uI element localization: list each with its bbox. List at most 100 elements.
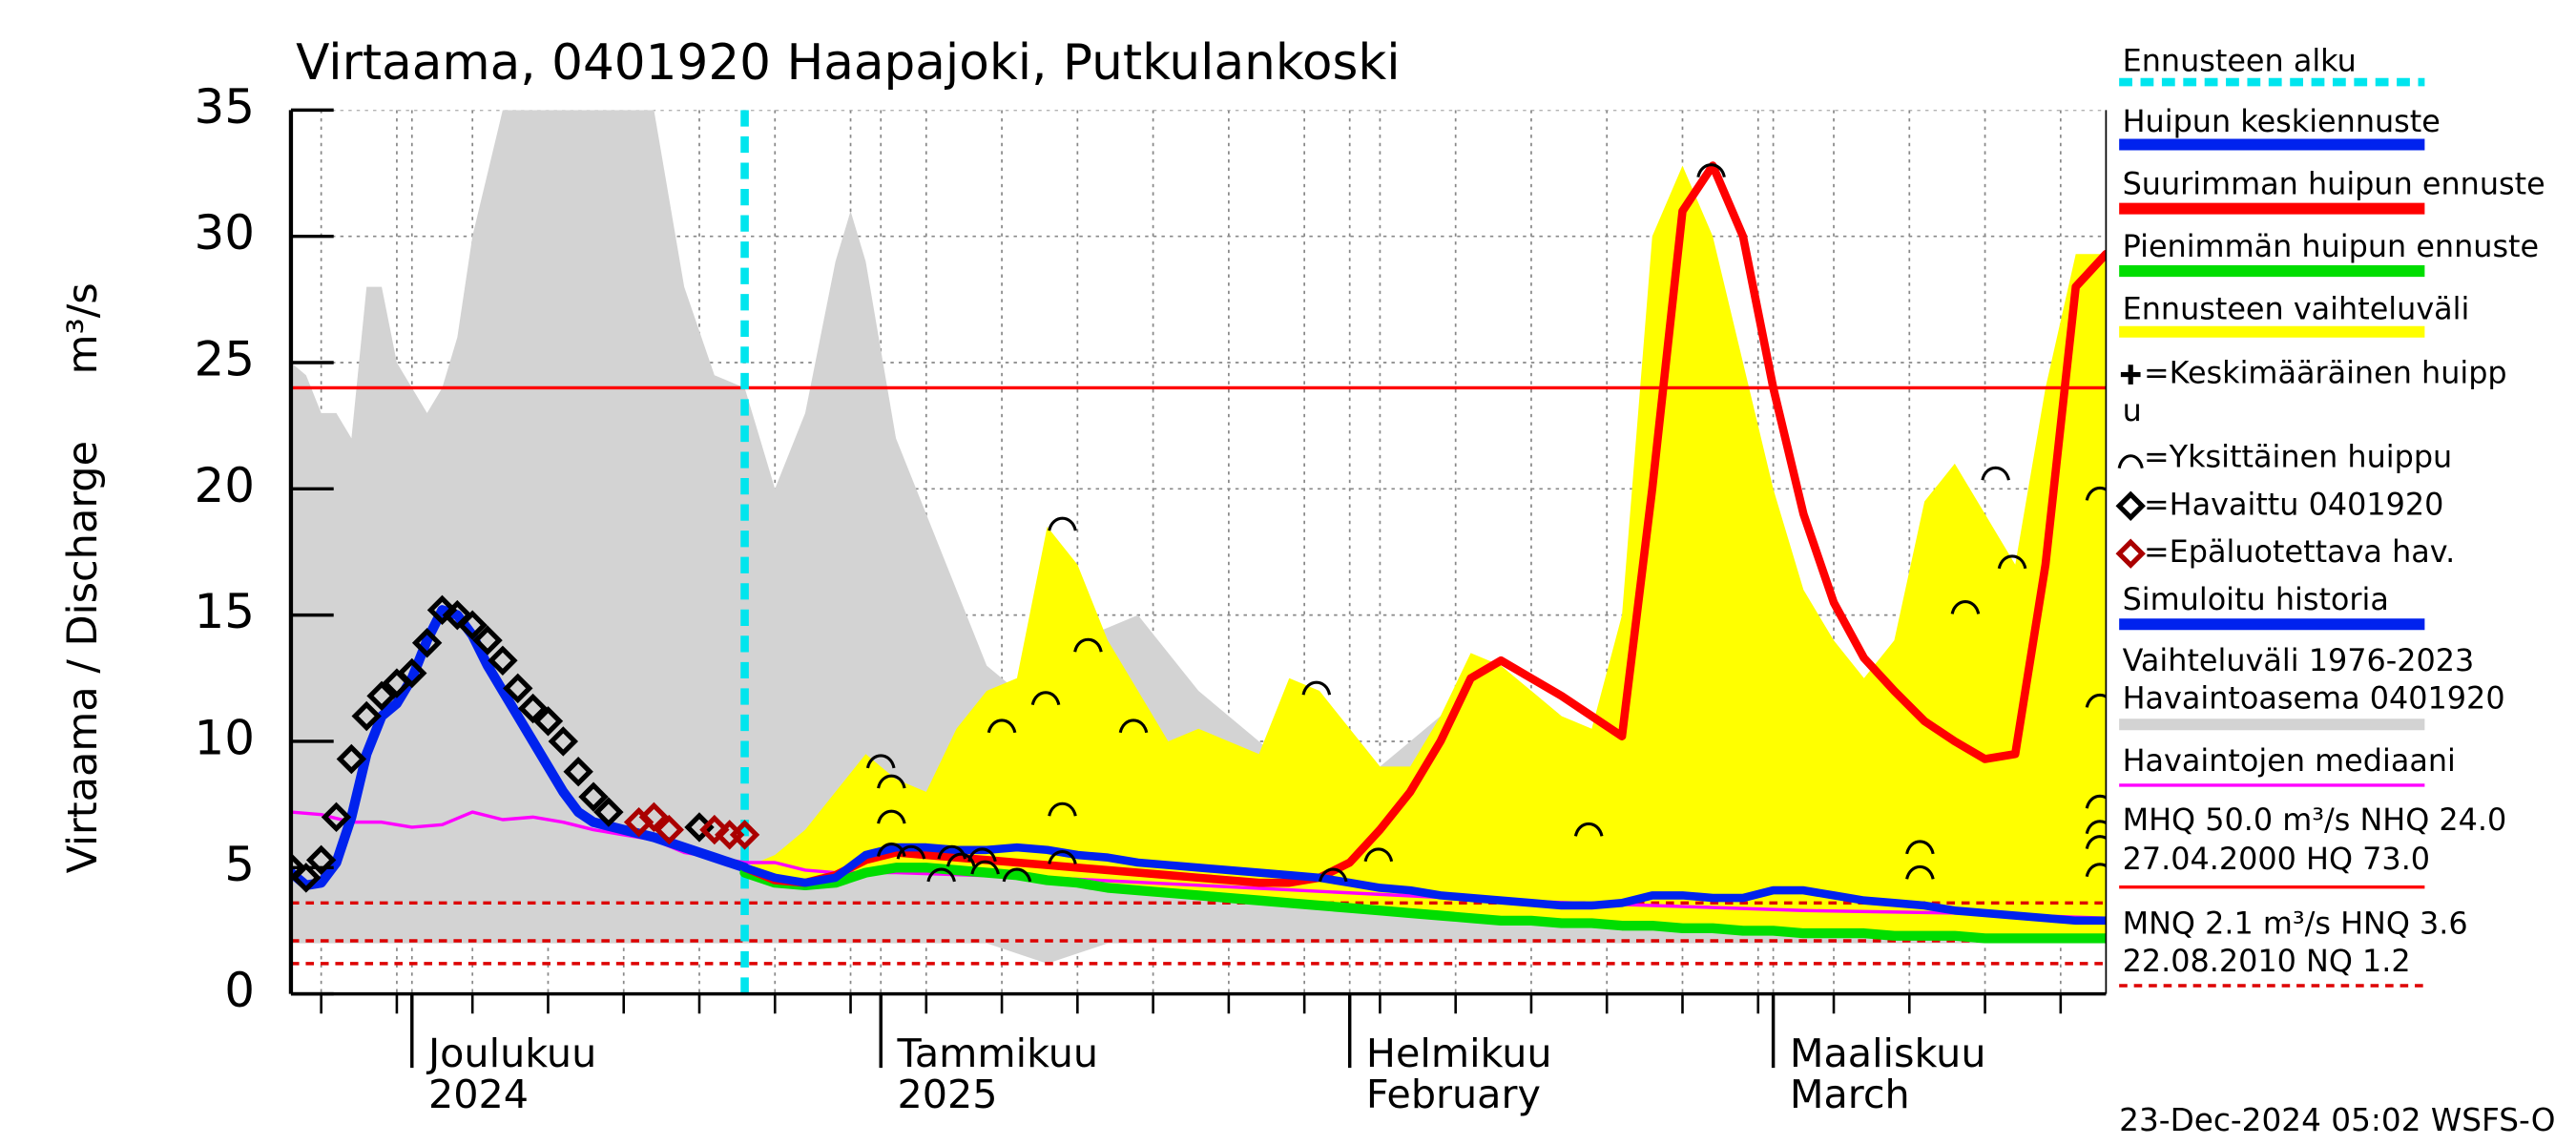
observation-marker [638, 802, 670, 833]
peak-marker [1997, 554, 2027, 570]
peak-marker [970, 860, 1000, 875]
peak-marker [877, 809, 906, 824]
peak-marker [945, 852, 976, 867]
y-tick-label: 10 [195, 710, 256, 765]
observation-marker [563, 757, 593, 787]
y-tick-label: 5 [224, 837, 255, 892]
peak-marker [877, 843, 906, 857]
axes: Joulukuu2024Tammikuu2025HelmikuuFebruary… [195, 79, 2108, 1117]
legend-label: Pienimmän huipun ennuste [2123, 228, 2540, 264]
legend-label: Ennusteen vaihteluväli [2123, 290, 2470, 326]
peak-marker [987, 718, 1017, 734]
peak-marker [877, 774, 906, 789]
peak-marker [926, 867, 956, 883]
peak-marker [1073, 637, 1103, 653]
x-tick-label: March [1790, 1072, 1910, 1117]
observation-marker [457, 610, 488, 640]
legend-label: u [2123, 392, 2142, 428]
x-tick-label: Maaliskuu [1790, 1030, 1986, 1076]
x-tick-label: 2025 [897, 1072, 997, 1117]
peak-marker [1048, 516, 1077, 531]
y-tick-label: 0 [224, 963, 255, 1018]
peak-marker [1363, 847, 1394, 863]
legend-label: 27.04.2000 HQ 73.0 [2123, 841, 2430, 877]
legend-label: Huipun keskiennuste [2123, 103, 2441, 139]
footer: 23-Dec-2024 05:02 WSFS-O [2119, 1102, 2555, 1138]
peak-marker [2085, 863, 2107, 878]
peak-marker [1696, 163, 1726, 178]
observation-marker [532, 706, 564, 737]
peak-marker [896, 844, 926, 860]
y-axis-label: Virtaama / Discharge [59, 441, 107, 873]
legend-label: MHQ 50.0 m³/s NHQ 24.0 [2123, 802, 2507, 838]
legend-label: Vaihteluväli 1976-2023 [2123, 642, 2475, 678]
peak-marker [1318, 867, 1348, 883]
series-line [740, 843, 2107, 926]
legend-label: Suurimman huipun ennuste [2123, 166, 2545, 202]
observation-marker [321, 802, 352, 833]
y-tick-label: 30 [195, 205, 256, 260]
peak-marker [2085, 794, 2107, 809]
legend: Ennusteen alku Huipun keskiennuste Suurimm… [2115, 42, 2545, 988]
peak-marker [1573, 822, 1604, 837]
y-tick-label: 35 [195, 79, 256, 135]
observation-marker [426, 594, 458, 626]
peak-marker [1301, 680, 1332, 696]
peak-marker [967, 847, 997, 863]
x-tick-label: 2024 [428, 1072, 529, 1117]
peak-marker [2085, 835, 2107, 850]
x-tick-label: Tammikuu [896, 1030, 1098, 1076]
observation-marker [699, 814, 730, 845]
legend-symbol [2117, 454, 2144, 469]
observation-marker [305, 844, 337, 876]
series-line [290, 605, 750, 890]
legend-label: =Keskimääräinen huipp [2144, 355, 2507, 391]
peak-marker [1981, 466, 2010, 481]
x-tick-label: Helmikuu [1366, 1030, 1552, 1076]
observation-marker [517, 693, 549, 724]
observation-marker [548, 726, 579, 757]
observation-marker [593, 797, 624, 827]
peak-marker [1048, 850, 1077, 864]
chart-title: Virtaama, 0401920 Haapajoki, Putkulankos… [296, 34, 1401, 92]
y-tick-label: 25 [195, 331, 256, 386]
observation-marker [291, 863, 322, 893]
range-band [744, 165, 2107, 939]
peak-marker [1905, 864, 1935, 880]
y-tick-label: 20 [195, 458, 256, 513]
observation-marker [578, 781, 609, 812]
y-axis-unit: m³/s [59, 282, 107, 374]
peak-marker [865, 754, 896, 769]
observation-marker [472, 625, 503, 656]
observation-marker [442, 599, 473, 631]
observation-marker [411, 628, 443, 658]
peak-marker [1048, 802, 1077, 817]
observation-marker [503, 673, 533, 704]
peak-marker [2085, 486, 2107, 501]
peak-marker [1950, 600, 1981, 614]
observation-marker [290, 852, 306, 883]
peak-marker [1905, 840, 1935, 855]
legend-label: Ennusteen alku [2123, 42, 2357, 78]
peak-marker [2085, 820, 2107, 835]
peak-marker [2085, 693, 2107, 708]
observation-marker [488, 645, 518, 676]
observation-marker [366, 680, 397, 712]
legend-symbol [2115, 490, 2146, 521]
legend-label: =Epäluotettava hav. [2144, 533, 2455, 570]
peak-marker [1030, 691, 1061, 706]
legend-label: Simuloitu historia [2123, 581, 2389, 617]
legend-label: MNQ 2.1 m³/s HNQ 3.6 [2123, 905, 2468, 941]
x-tick-label: February [1366, 1072, 1541, 1117]
y-tick-label: 15 [195, 584, 256, 639]
observation-marker [729, 820, 760, 850]
observation-marker [654, 814, 684, 845]
peak-marker [1002, 867, 1032, 883]
legend-label: Havaintoasema 0401920 [2123, 679, 2505, 716]
observation-marker [397, 657, 427, 689]
legend-symbol [2115, 538, 2146, 569]
observation-marker [336, 743, 367, 775]
legend-label: 22.08.2010 NQ 1.2 [2123, 943, 2411, 979]
peak-marker [1118, 718, 1149, 734]
